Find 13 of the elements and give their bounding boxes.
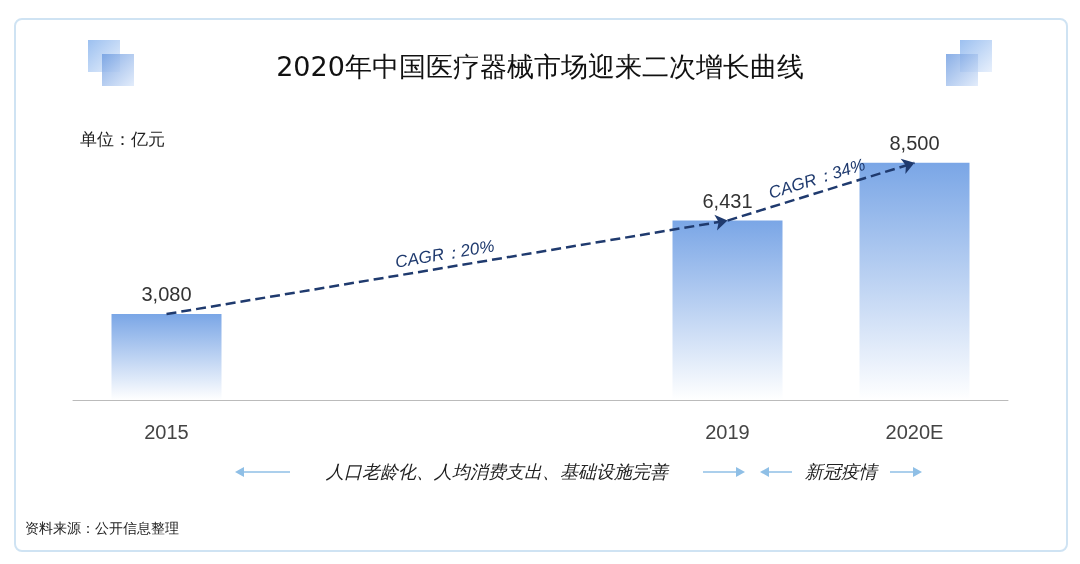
- text: 人口老龄化、人均消费支出、基础设施完善: [325, 460, 668, 484]
- y-axis-title: 单位：亿元: [80, 128, 165, 149]
- data-label: 6,431: [702, 189, 753, 212]
- x-tick-label: 2019: [705, 421, 750, 443]
- text: 新冠疫情: [805, 460, 877, 484]
- data-label: 8,500: [889, 131, 940, 154]
- text: 资料来源：公开信息整理: [25, 520, 179, 538]
- chart-title: 2020年中国医疗器械市场迎来二次增长曲线: [276, 51, 804, 82]
- data-label: 3,080: [141, 283, 192, 306]
- annotation: CAGR：20%: [393, 236, 496, 272]
- x-tick-label: 2015: [144, 421, 189, 443]
- annotation: CAGR：34%: [766, 154, 868, 203]
- x-tick-label: 2020E: [885, 421, 944, 443]
